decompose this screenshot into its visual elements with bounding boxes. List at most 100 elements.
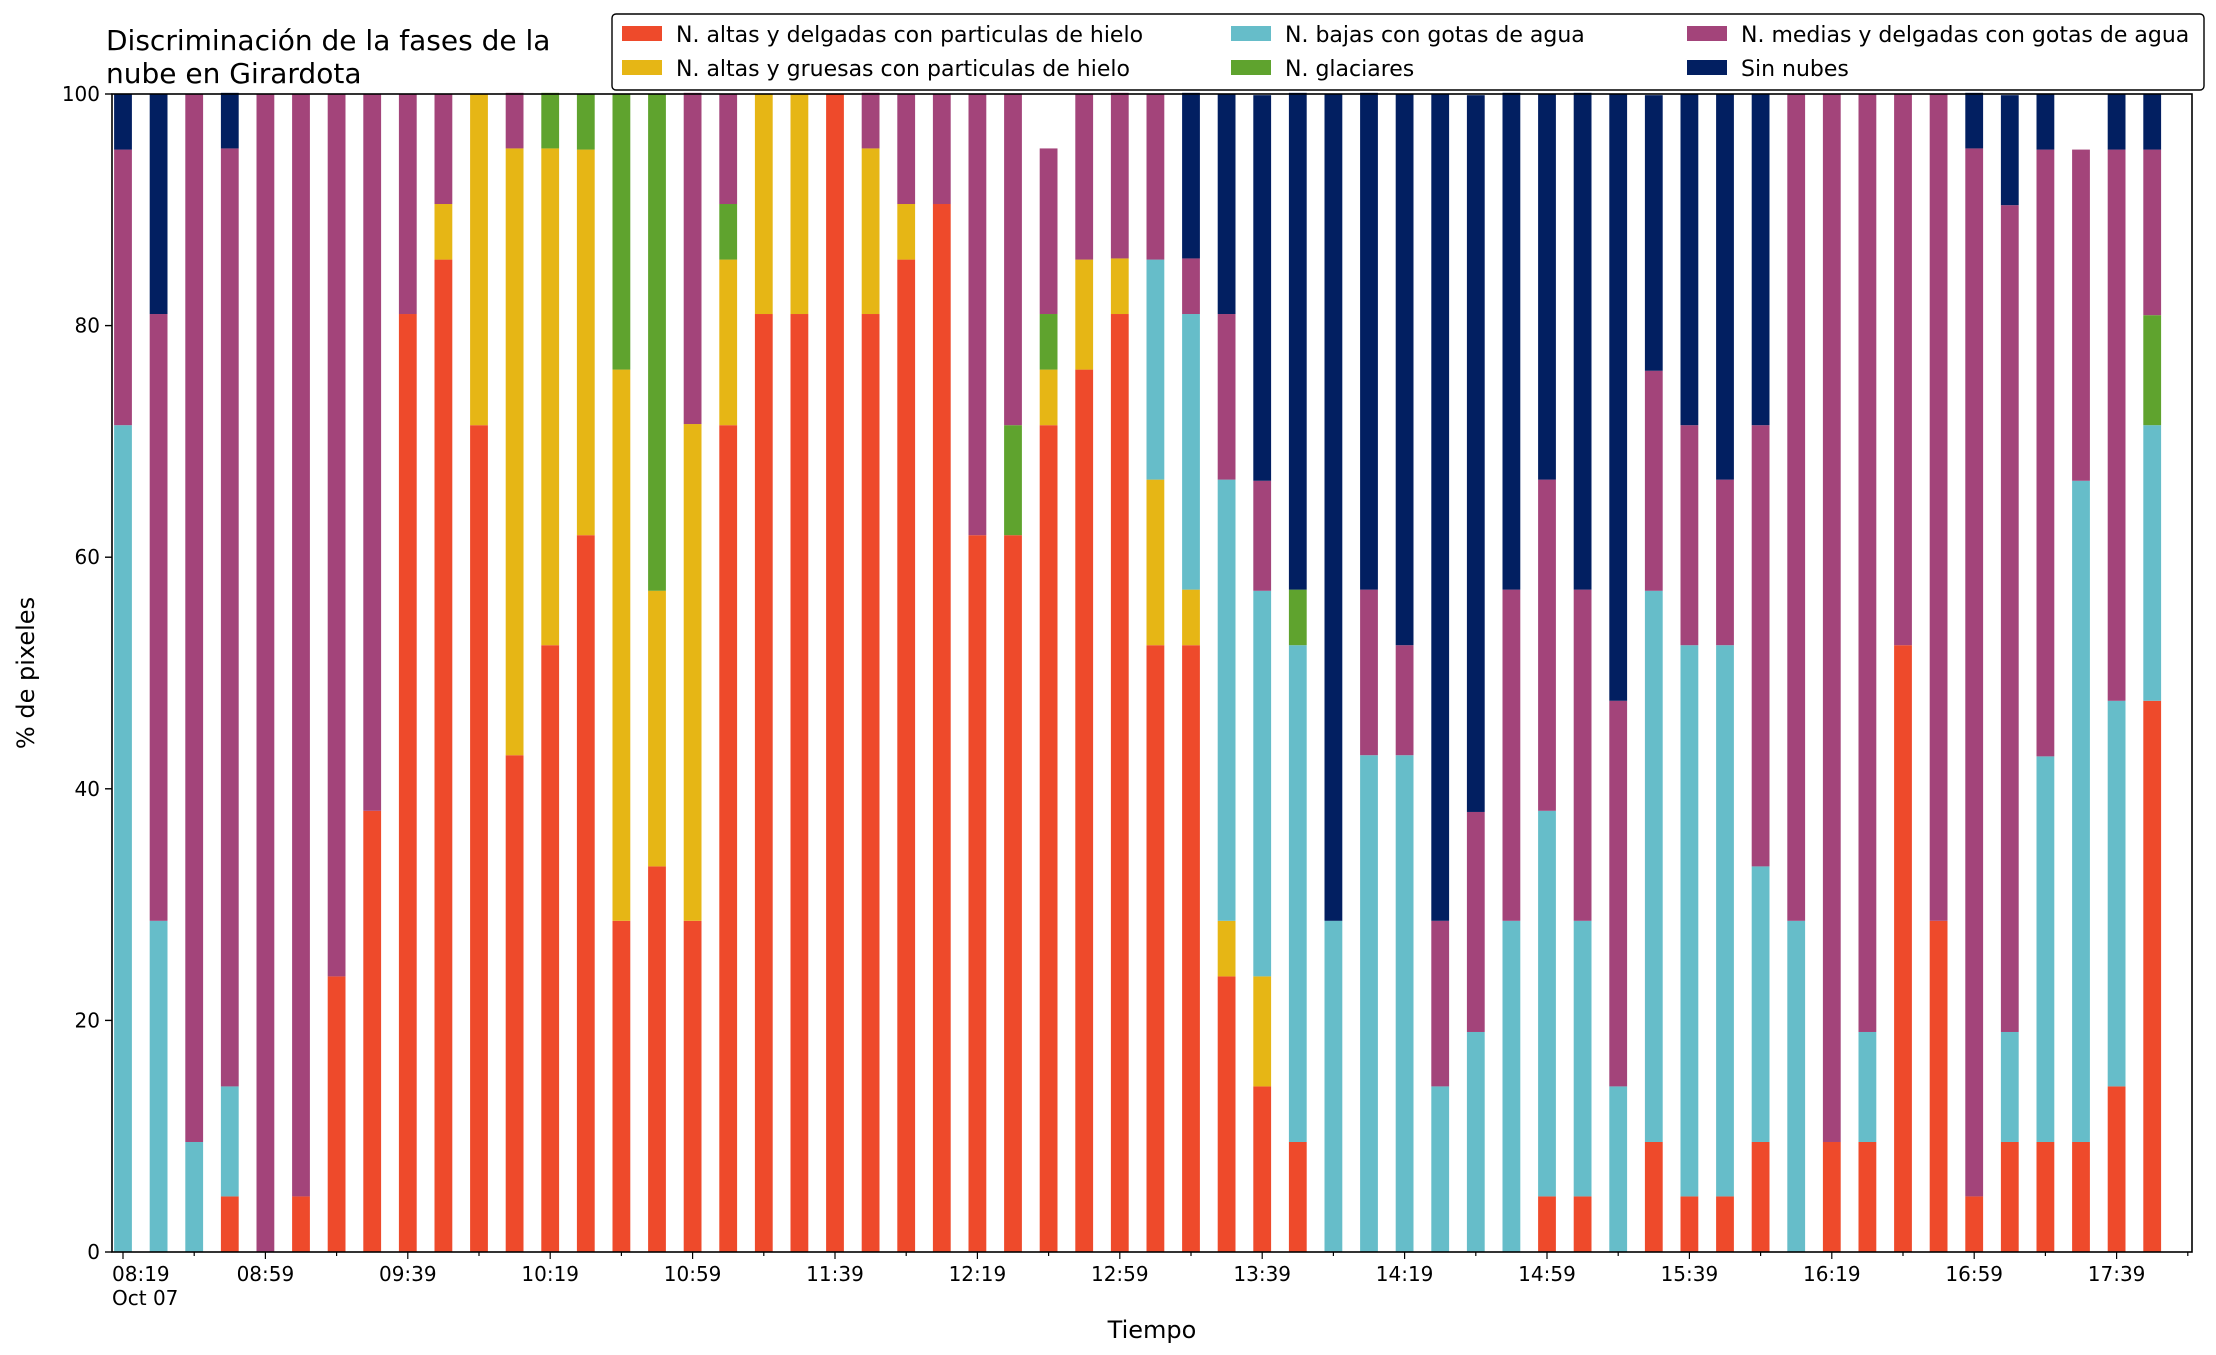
y-axis-label: % de pixeles — [12, 597, 40, 749]
bar-segment-s5-t3 — [220, 92, 239, 149]
x-tick-label: 14:19 — [1376, 1262, 1434, 1286]
bar-segment-s0-t12 — [541, 645, 560, 1252]
bar-segment-s4-t17 — [719, 94, 738, 205]
bar-segment-s4-t37 — [1431, 920, 1450, 1087]
y-tick-label: 80 — [75, 314, 100, 338]
legend-swatch-1 — [622, 60, 662, 75]
bar-segment-s1-t21 — [861, 148, 880, 315]
bar-segment-s0-t56 — [2107, 1086, 2126, 1252]
legend: N. altas y delgadas con particulas de hi… — [611, 13, 2205, 91]
x-tick-label: 10:19 — [521, 1262, 579, 1286]
x-tick-label: 14:59 — [1518, 1262, 1576, 1286]
bar-segment-s0-t5 — [292, 1196, 310, 1252]
bar-segment-s1-t17 — [719, 259, 738, 426]
bar-segment-s4-t32 — [1253, 480, 1272, 591]
bar-segment-s4-t53 — [2000, 205, 2019, 1032]
bar-segment-s1-t30 — [1182, 589, 1200, 646]
legend-swatch-3 — [1231, 60, 1271, 75]
bar-segment-s4-t0 — [114, 149, 132, 426]
bar-segment-s0-t16 — [683, 920, 702, 1252]
x-tick-label: 12:19 — [949, 1262, 1007, 1286]
bar-segment-s0-t45 — [1716, 1196, 1734, 1252]
bar-segment-s5-t32 — [1253, 95, 1272, 481]
bar-segment-s4-t7 — [363, 94, 382, 811]
bar-segment-s0-t30 — [1182, 645, 1200, 1252]
bar-segment-s1-t14 — [612, 369, 631, 921]
legend-label-1: N. altas y gruesas con particulas de hie… — [676, 57, 1130, 82]
bar-segment-s2-t40 — [1538, 810, 1556, 1197]
bar-segment-s5-t30 — [1182, 92, 1200, 259]
bar-segment-s0-t57 — [2143, 700, 2162, 1252]
bar-segment-s2-t57 — [2143, 425, 2162, 701]
bar-segment-s2-t2 — [185, 1141, 204, 1252]
bar-segment-s2-t31 — [1217, 479, 1236, 921]
bar-segment-s1-t28 — [1110, 258, 1129, 315]
bar-segment-s5-t40 — [1538, 94, 1556, 480]
bar-segment-s0-t3 — [220, 1196, 239, 1252]
bar-segment-s3-t33 — [1288, 589, 1307, 646]
bar-segment-s4-t57 — [2143, 149, 2162, 316]
bar-segment-s1-t12 — [541, 148, 560, 646]
bar-segment-s4-t24 — [968, 94, 987, 536]
y-tick-label: 60 — [75, 545, 100, 569]
bar-segment-s0-t53 — [2000, 1141, 2019, 1252]
bar-segment-s4-t21 — [861, 92, 880, 149]
bar-segment-s0-t50 — [1894, 645, 1912, 1252]
bar-segment-s3-t15 — [648, 94, 666, 591]
x-tick-label: 16:59 — [1945, 1262, 2003, 1286]
bar-segment-s0-t32 — [1253, 1086, 1272, 1252]
bar-segment-s0-t31 — [1217, 976, 1236, 1252]
bar-segment-s2-t55 — [2072, 480, 2090, 1142]
bar-segment-s5-t54 — [2036, 94, 2055, 150]
bar-segment-s2-t36 — [1395, 755, 1414, 1252]
bar-segment-s4-t28 — [1110, 92, 1129, 259]
bar-segment-s3-t12 — [541, 92, 560, 149]
bar-segment-s4-t54 — [2036, 149, 2055, 757]
bar-segment-s4-t35 — [1360, 589, 1378, 756]
bar-segment-s0-t13 — [576, 535, 595, 1252]
x-tick-label: 16:19 — [1803, 1262, 1861, 1286]
bar-segment-s4-t36 — [1395, 645, 1414, 756]
bar-segment-s0-t25 — [1004, 535, 1022, 1252]
legend-label-0: N. altas y delgadas con particulas de hi… — [676, 23, 1143, 48]
bar-segment-s0-t41 — [1573, 1196, 1592, 1252]
x-tick-label: 11:39 — [806, 1262, 864, 1286]
x-tick-label: 15:39 — [1661, 1262, 1719, 1286]
x-tick-sublabel: Oct 07 — [112, 1286, 178, 1310]
bar-segment-s4-t41 — [1573, 589, 1592, 921]
bar-segment-s0-t46 — [1751, 1141, 1770, 1252]
legend-label-2: N. bajas con gotas de agua — [1285, 23, 1585, 48]
bar-segment-s2-t29 — [1146, 259, 1165, 480]
bar-segment-s4-t56 — [2107, 149, 2126, 701]
legend-swatch-0 — [622, 26, 662, 41]
legend-frame — [611, 13, 2205, 91]
bar-segment-s4-t22 — [897, 94, 916, 205]
bar-segment-s2-t47 — [1787, 920, 1806, 1252]
bar-segment-s0-t11 — [505, 755, 524, 1252]
bar-segment-s4-t1 — [149, 314, 168, 921]
bar-segment-s4-t9 — [434, 94, 453, 205]
bar-segment-s2-t30 — [1182, 314, 1200, 590]
bar-segment-s2-t54 — [2036, 756, 2055, 1142]
bar-segment-s4-t8 — [398, 94, 417, 315]
bar-segment-s0-t10 — [470, 425, 488, 1252]
bar-segment-s0-t21 — [861, 314, 880, 1252]
bar-segment-s2-t37 — [1431, 1086, 1450, 1252]
bar-segment-s3-t57 — [2143, 315, 2162, 426]
bar-segment-s5-t53 — [2000, 95, 2019, 206]
bar-segment-s0-t43 — [1644, 1141, 1663, 1252]
bar-segment-s0-t22 — [897, 259, 916, 1253]
bar-segment-s2-t33 — [1288, 645, 1307, 1142]
x-tick-label: 10:59 — [664, 1262, 722, 1286]
bar-segment-s4-t16 — [683, 92, 702, 425]
x-tick-label: 09:39 — [379, 1262, 437, 1286]
bar-segment-s0-t44 — [1680, 1196, 1699, 1252]
bar-segment-s1-t26 — [1039, 369, 1058, 426]
bar-segment-s1-t15 — [648, 590, 666, 867]
bar-segment-s5-t35 — [1360, 92, 1378, 590]
bar-segment-s0-t14 — [612, 920, 631, 1252]
bar-segment-s2-t0 — [114, 425, 132, 1252]
bar-segment-s4-t49 — [1858, 94, 1877, 1032]
bar-segment-s4-t27 — [1075, 94, 1094, 260]
